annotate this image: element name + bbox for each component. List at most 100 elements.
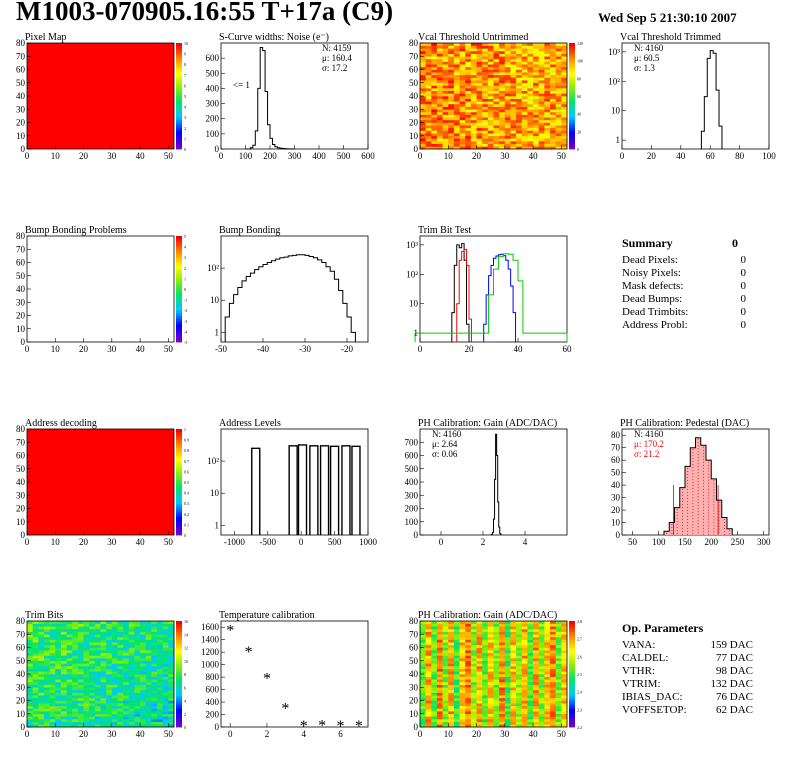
heatmap-cell	[493, 700, 500, 704]
heatmap-cell	[533, 687, 540, 691]
heatmap-cell	[493, 69, 500, 73]
histogram-dot	[692, 503, 694, 505]
heatmap-cell	[561, 668, 568, 672]
heatmap-cell	[123, 708, 130, 712]
heatmap-cell	[72, 634, 79, 638]
heatmap-cell	[533, 695, 540, 699]
heatmap-cell	[516, 146, 523, 150]
heatmap-cell	[111, 705, 118, 709]
heatmap-cell	[516, 689, 523, 693]
x-tick-label: 40	[529, 151, 539, 161]
heatmap-cell	[516, 90, 523, 94]
histogram-dot	[708, 482, 710, 484]
heatmap-cell	[38, 652, 45, 656]
palette-swatch	[176, 439, 182, 443]
heatmap-cell	[561, 658, 568, 662]
heatmap-cell	[140, 687, 147, 691]
palette-label: 4	[184, 245, 186, 250]
heatmap-cell	[516, 114, 523, 118]
heatmap-cell	[89, 660, 96, 664]
heatmap-cell	[550, 674, 556, 677]
heatmap-cell	[436, 114, 443, 118]
heatmap-cell	[442, 666, 449, 669]
palette-label: 80	[577, 76, 581, 81]
heatmap-cell	[555, 660, 562, 664]
heatmap-cell	[555, 631, 562, 635]
heatmap-cell	[442, 668, 449, 672]
heatmap-cell	[66, 626, 73, 630]
heatmap-cell	[561, 711, 568, 715]
heatmap-cell	[425, 80, 432, 84]
chart-title: Temperature calibration	[219, 610, 315, 621]
heatmap-cell	[470, 660, 477, 664]
histogram-dot	[702, 530, 704, 532]
heatmap-cell	[493, 668, 500, 672]
heatmap-cell	[134, 697, 141, 701]
heatmap-cell	[521, 48, 528, 52]
heatmap-cell	[533, 45, 540, 49]
heatmap-cell	[431, 101, 438, 105]
heatmap-cell	[533, 716, 540, 720]
heatmap-cell	[66, 711, 73, 715]
heatmap-cell	[493, 716, 500, 720]
heatmap-cell	[123, 684, 130, 688]
heatmap-cell	[550, 719, 556, 722]
heatmap-cell	[442, 133, 449, 137]
heatmap-cell	[516, 671, 523, 675]
heatmap-cell	[140, 700, 147, 704]
heatmap-cell	[470, 117, 477, 121]
heatmap-cell	[544, 639, 551, 643]
palette-swatch	[569, 96, 575, 100]
heatmap-cell	[459, 668, 466, 672]
heatmap-cell	[527, 674, 534, 677]
heatmap-cell	[94, 676, 101, 680]
heatmap-cell	[448, 66, 455, 70]
heatmap-cell	[168, 671, 175, 675]
heatmap-cell	[49, 658, 56, 662]
heatmap-cell	[100, 689, 107, 693]
heatmap-cell	[128, 692, 135, 696]
op-param-value: 77 DAC	[716, 652, 753, 664]
heatmap-cell	[89, 716, 96, 720]
heatmap-cell	[77, 631, 84, 635]
heatmap-cell	[123, 652, 130, 656]
heatmap-cell	[470, 628, 477, 632]
op-param-value: 132 DAC	[710, 678, 753, 690]
heatmap-cell	[561, 53, 568, 57]
heatmap-cell	[43, 681, 50, 685]
heatmap-cell	[561, 719, 568, 722]
heatmap-cell	[60, 721, 67, 725]
heatmap-cell	[89, 708, 96, 712]
y-tick-label: 1	[215, 520, 220, 530]
palette-swatch	[176, 133, 182, 137]
histogram-dot	[692, 500, 694, 502]
heatmap-cell	[145, 713, 152, 717]
heatmap-cell	[504, 679, 511, 683]
y-tick-label: 10	[16, 517, 26, 527]
heatmap-cell	[487, 50, 494, 54]
heatmap-cell	[561, 69, 568, 73]
palette-swatch	[176, 130, 182, 134]
heatmap-cell	[431, 681, 438, 685]
heatmap-cell	[151, 679, 158, 683]
palette-swatch	[569, 117, 575, 121]
heatmap-cell	[420, 634, 426, 638]
heatmap-cell	[499, 721, 506, 725]
heatmap-cell	[420, 133, 426, 137]
heatmap-cell	[145, 621, 152, 624]
heatmap-cell	[533, 679, 540, 683]
heatmap-cell	[510, 45, 517, 49]
heatmap-cell	[561, 85, 568, 89]
heatmap-cell	[140, 689, 147, 693]
heatmap-cell	[516, 69, 523, 73]
palette-swatch	[176, 77, 182, 81]
heatmap-cell	[111, 658, 118, 662]
heatmap-cell	[521, 663, 528, 667]
heatmap-cell	[60, 687, 67, 691]
heatmap-cell	[561, 133, 568, 137]
heatmap-cell	[162, 626, 169, 630]
heatmap-cell	[55, 650, 62, 654]
heatmap-cell	[499, 64, 506, 68]
